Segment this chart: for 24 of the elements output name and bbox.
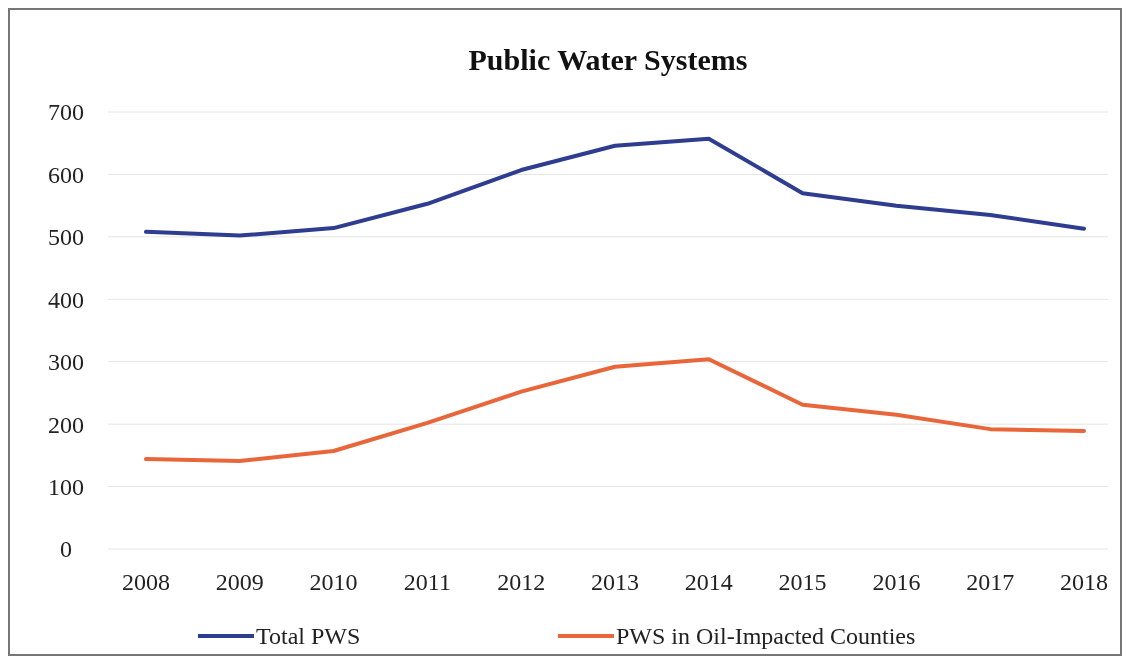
legend-label: Total PWS (256, 623, 361, 650)
x-tick-label: 2015 (778, 569, 827, 595)
y-tick-label: 100 (48, 473, 84, 500)
y-tick-label: 500 (48, 224, 84, 251)
x-tick-label: 2011 (403, 569, 451, 595)
y-tick-label: 600 (48, 161, 84, 188)
x-tick-label: 2010 (309, 569, 358, 595)
y-tick-label: 200 (48, 411, 84, 438)
x-tick-label: 2013 (591, 569, 639, 595)
y-tick-label: 400 (48, 286, 84, 313)
x-tick-label: 2018 (1060, 569, 1108, 595)
x-tick-label: 2017 (966, 569, 1015, 595)
x-tick-label: 2012 (497, 569, 546, 595)
legend-label: PWS in Oil-Impacted Counties (616, 623, 916, 650)
line-series (144, 136, 1086, 238)
x-tick-label: 2014 (684, 569, 733, 595)
y-tick-label: 700 (48, 99, 84, 126)
x-tick-label: 2008 (122, 569, 170, 595)
x-tick-label: 2016 (872, 569, 921, 595)
y-tick-label: 300 (48, 349, 84, 376)
chart-title: Public Water Systems (468, 43, 748, 76)
line-series (144, 357, 1086, 463)
y-tick-label: 0 (60, 536, 72, 563)
x-tick-label: 2009 (215, 569, 264, 595)
